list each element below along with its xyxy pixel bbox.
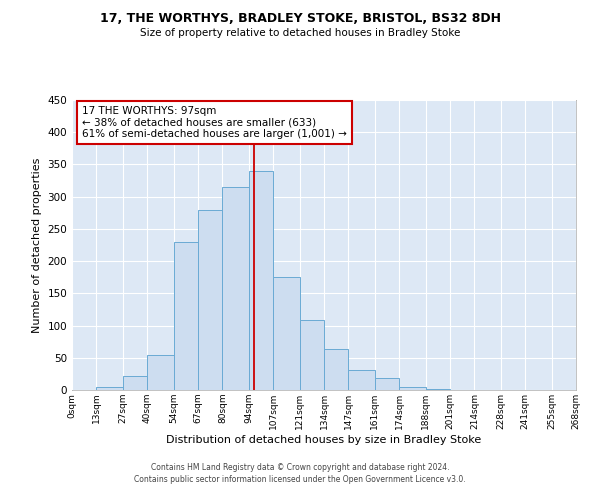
Bar xyxy=(249,171,273,390)
Bar xyxy=(123,376,147,390)
Bar xyxy=(399,387,425,390)
Bar xyxy=(223,187,249,390)
Text: Size of property relative to detached houses in Bradley Stoke: Size of property relative to detached ho… xyxy=(140,28,460,38)
Y-axis label: Number of detached properties: Number of detached properties xyxy=(32,158,42,332)
Bar xyxy=(349,370,375,390)
Text: 17, THE WORTHYS, BRADLEY STOKE, BRISTOL, BS32 8DH: 17, THE WORTHYS, BRADLEY STOKE, BRISTOL,… xyxy=(100,12,500,26)
Bar xyxy=(173,242,198,390)
Text: Contains HM Land Registry data © Crown copyright and database right 2024.: Contains HM Land Registry data © Crown c… xyxy=(151,464,449,472)
Bar xyxy=(324,350,349,390)
Bar xyxy=(147,355,173,390)
X-axis label: Distribution of detached houses by size in Bradley Stoke: Distribution of detached houses by size … xyxy=(166,434,482,444)
Bar xyxy=(97,387,123,390)
Bar xyxy=(273,277,299,390)
Bar xyxy=(425,388,450,390)
Bar xyxy=(299,320,324,390)
Text: 17 THE WORTHYS: 97sqm
← 38% of detached houses are smaller (633)
61% of semi-det: 17 THE WORTHYS: 97sqm ← 38% of detached … xyxy=(82,106,347,139)
Bar xyxy=(375,378,399,390)
Bar xyxy=(198,210,223,390)
Text: Contains public sector information licensed under the Open Government Licence v3: Contains public sector information licen… xyxy=(134,475,466,484)
